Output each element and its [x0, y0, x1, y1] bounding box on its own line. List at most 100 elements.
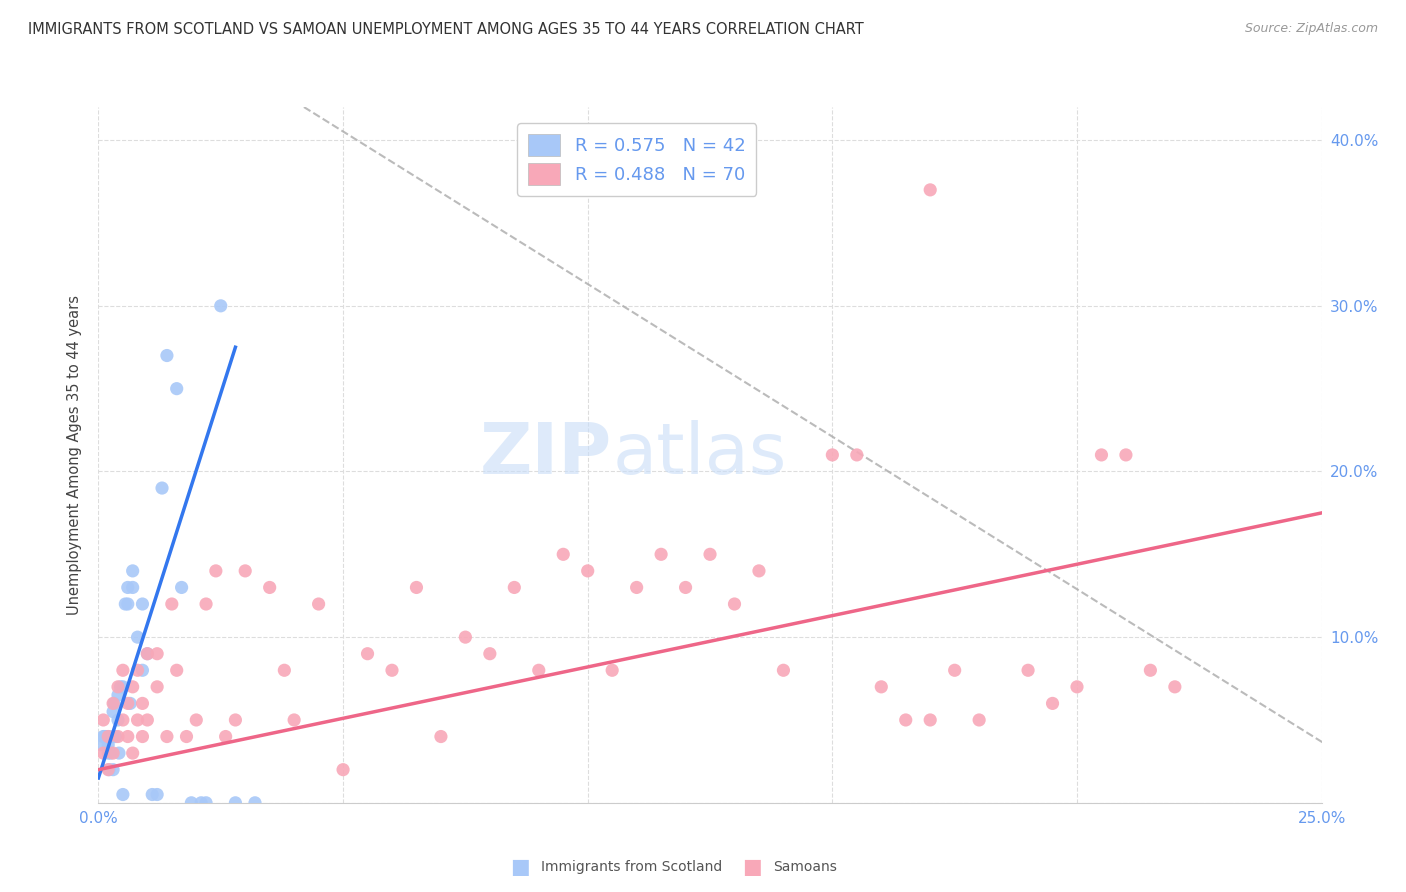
Point: [821, 448, 844, 462]
Point: [156, 730, 179, 744]
Point: [224, 713, 246, 727]
Point: [478, 647, 501, 661]
Point: [650, 547, 672, 561]
Point: [111, 663, 134, 677]
Point: [170, 581, 193, 595]
Point: [97, 746, 120, 760]
Point: [120, 697, 142, 711]
Point: [166, 382, 188, 396]
Point: [1164, 680, 1187, 694]
Point: [97, 730, 120, 744]
Point: [127, 663, 149, 677]
Point: [870, 680, 893, 694]
Point: [131, 697, 153, 711]
Point: [121, 680, 143, 694]
Point: [920, 183, 942, 197]
Point: [101, 746, 124, 760]
Legend: R = 0.575   N = 42, R = 0.488   N = 70: R = 0.575 N = 42, R = 0.488 N = 70: [517, 123, 756, 196]
Point: [967, 713, 990, 727]
Point: [166, 663, 188, 677]
Point: [131, 730, 153, 744]
Point: [283, 713, 305, 727]
Point: [146, 788, 169, 802]
Point: [101, 763, 124, 777]
Point: [107, 688, 129, 702]
Point: [97, 763, 120, 777]
Point: [1139, 663, 1161, 677]
Point: [121, 564, 143, 578]
Y-axis label: Unemployment Among Ages 35 to 44 years: Unemployment Among Ages 35 to 44 years: [67, 295, 83, 615]
Point: [503, 581, 526, 595]
Point: [101, 697, 124, 711]
Text: Samoans: Samoans: [773, 860, 837, 874]
Point: [136, 647, 159, 661]
Point: [381, 663, 404, 677]
Point: [101, 730, 124, 744]
Point: [273, 663, 295, 677]
Point: [195, 597, 218, 611]
Point: [107, 713, 129, 727]
Point: [576, 564, 599, 578]
Point: [150, 481, 173, 495]
Point: [107, 730, 129, 744]
Point: [553, 547, 575, 561]
Point: [626, 581, 648, 595]
Point: [131, 663, 153, 677]
Point: [121, 581, 143, 595]
Point: [93, 730, 115, 744]
Point: [108, 746, 131, 760]
Point: [90, 738, 112, 752]
Point: [190, 796, 212, 810]
Text: ■: ■: [742, 857, 762, 877]
Point: [180, 796, 202, 810]
Point: [600, 663, 623, 677]
Point: [121, 746, 143, 760]
Point: [205, 564, 228, 578]
Point: [110, 680, 132, 694]
Point: [91, 713, 114, 727]
Point: [772, 663, 794, 677]
Point: [845, 448, 868, 462]
Point: [146, 647, 169, 661]
Point: [97, 730, 120, 744]
Point: [430, 730, 453, 744]
Point: [117, 597, 139, 611]
Point: [1115, 448, 1137, 462]
Point: [131, 597, 153, 611]
Point: [243, 796, 266, 810]
Point: [91, 746, 114, 760]
Text: atlas: atlas: [612, 420, 786, 490]
Point: [405, 581, 427, 595]
Point: [127, 630, 149, 644]
Point: [195, 796, 218, 810]
Point: [723, 597, 745, 611]
Point: [454, 630, 477, 644]
Point: [259, 581, 281, 595]
Point: [136, 647, 159, 661]
Text: ZIP: ZIP: [479, 420, 612, 490]
Point: [943, 663, 966, 677]
Point: [100, 746, 122, 760]
Point: [127, 713, 149, 727]
Point: [527, 663, 550, 677]
Point: [117, 730, 139, 744]
Point: [136, 713, 159, 727]
Point: [224, 796, 246, 810]
Point: [97, 738, 120, 752]
Point: [156, 349, 179, 363]
Text: Source: ZipAtlas.com: Source: ZipAtlas.com: [1244, 22, 1378, 36]
Point: [146, 680, 169, 694]
Point: [1090, 448, 1112, 462]
Point: [894, 713, 917, 727]
Point: [91, 730, 114, 744]
Point: [308, 597, 330, 611]
Point: [117, 697, 139, 711]
Point: [104, 730, 127, 744]
Point: [103, 697, 125, 711]
Point: [107, 680, 129, 694]
Point: [675, 581, 697, 595]
Point: [332, 763, 354, 777]
Point: [141, 788, 163, 802]
Point: [699, 547, 721, 561]
Point: [176, 730, 198, 744]
